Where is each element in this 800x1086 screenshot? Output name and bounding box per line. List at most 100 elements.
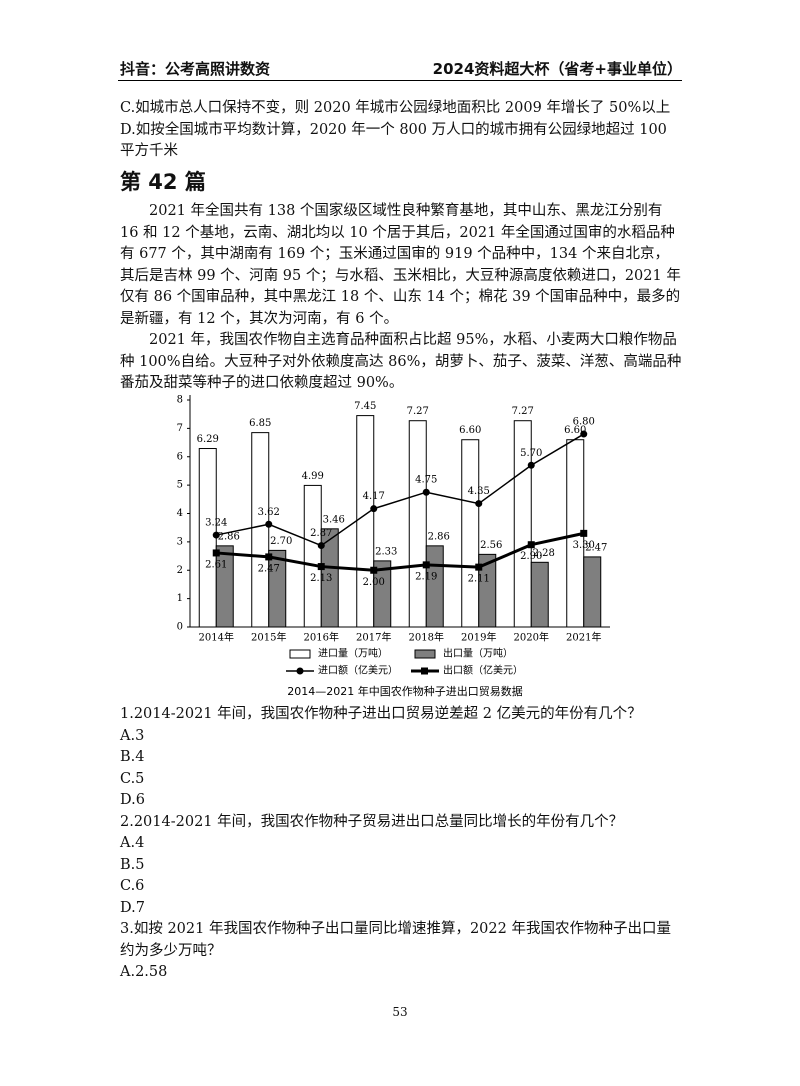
- bar: [408, 420, 427, 628]
- point: [317, 563, 325, 571]
- x-tick-label: 2016年: [304, 631, 339, 644]
- question-option: B.4: [120, 749, 145, 765]
- y-tick-label: 1: [177, 593, 183, 604]
- point: [212, 531, 220, 539]
- y-tick-label: 5: [177, 480, 183, 491]
- x-tick-label: 2018年: [409, 631, 444, 644]
- point: [580, 529, 588, 537]
- value-label: 7.45: [354, 401, 376, 412]
- bar: [198, 448, 217, 628]
- question-option: A.2.58: [120, 964, 168, 980]
- value-label: 4.75: [415, 475, 437, 486]
- bar: [320, 528, 339, 628]
- chart-title: 2014—2021 年中国农作物种子进出口贸易数据: [287, 684, 522, 698]
- legend-swatch: [414, 649, 436, 659]
- legend-label: 出口量（万吨）: [443, 647, 513, 660]
- value-label: 3.46: [323, 514, 345, 525]
- point: [212, 549, 220, 557]
- chart: 0 1 2 3 4 5 6 7 8 2014年 2015年 2016年 2017年 2018年 2019年 2…: [177, 395, 610, 698]
- point: [422, 561, 430, 569]
- value-label: 2.87: [310, 528, 332, 539]
- paragraph: 2021 年，我国农作物自主选育品种面积占比超 95%，水稻、小麦两大口粮作物品…: [120, 332, 682, 391]
- option: D.如按全国城市平均数计算，2020 年一个 800 万人口的城市拥有公园绿地超…: [120, 121, 667, 160]
- line: [216, 433, 585, 547]
- header-right: 2024资料超大杯（省考+事业单位）: [432, 60, 682, 78]
- value-label: 6.80: [573, 417, 595, 428]
- bar: [530, 561, 549, 628]
- point: [527, 461, 535, 469]
- x-tick-label: 2014年: [199, 631, 234, 644]
- value-label: 2.86: [428, 531, 450, 542]
- value-label: 3.24: [205, 518, 227, 529]
- bar: [425, 545, 444, 628]
- value-label: 2.47: [258, 563, 280, 574]
- body: 2021 年全国共有 138 个国家级区域性良种繁育基地，其中山东、黑龙江分别有…: [120, 201, 682, 395]
- point: [475, 563, 483, 571]
- value-label: 7.27: [512, 406, 534, 417]
- legend-swatch: [289, 649, 311, 659]
- bar: [461, 439, 480, 628]
- option: C.如城市总人口保持不变，则 2020 年城市公园绿地面积比 2009 年增长了…: [120, 100, 671, 116]
- header-left: 抖音：公考高照讲数资: [120, 60, 271, 78]
- prev-options: C.如城市总人口保持不变，则 2020 年城市公园绿地面积比 2009 年增长了…: [120, 98, 682, 163]
- question-option: A.4: [120, 835, 145, 851]
- legend-marker: [421, 667, 428, 675]
- value-label: 4.99: [302, 471, 324, 482]
- bar: [478, 553, 497, 628]
- y-tick-label: 4: [177, 508, 183, 519]
- legend-marker: [296, 667, 304, 675]
- value-label: 2.47: [585, 542, 607, 553]
- value-label: 6.29: [197, 434, 219, 445]
- value-label: 4.35: [468, 486, 490, 497]
- value-label: 2.19: [415, 571, 437, 582]
- x-tick-label: 2015年: [251, 631, 286, 644]
- y-tick-label: 0: [177, 622, 183, 633]
- x-tick-label: 2020年: [514, 631, 549, 644]
- point: [370, 505, 378, 513]
- legend-label: 出口额（亿美元）: [443, 664, 523, 677]
- bar: [583, 556, 602, 628]
- legend-label: 进口量（万吨）: [318, 647, 388, 660]
- bar: [251, 432, 270, 628]
- value-label: 3.62: [258, 507, 280, 518]
- value-label: 2.00: [363, 577, 385, 588]
- y-tick-label: 2: [177, 565, 183, 576]
- point: [527, 541, 535, 549]
- question-stem: 2.2014-2021 年间，我国农作物种子贸易进出口总量同比增长的年份有几个？: [120, 813, 624, 830]
- bar: [268, 549, 287, 628]
- question-option: C.6: [120, 878, 145, 894]
- value-label: 7.27: [407, 406, 429, 417]
- question-option: C.5: [120, 770, 145, 787]
- bar: [215, 545, 234, 628]
- question-option: A.3: [120, 727, 145, 744]
- value-label: 3.30: [573, 540, 595, 551]
- bar: [356, 415, 375, 628]
- page-number: 53: [392, 1005, 408, 1019]
- y-tick-label: 7: [177, 423, 183, 434]
- y-tick-label: 6: [177, 451, 183, 462]
- value-label: 2.86: [218, 531, 240, 542]
- x-tick-label: 2017年: [356, 631, 391, 644]
- legend-label: 进口额（亿美元）: [318, 664, 398, 677]
- value-label: 2.61: [205, 559, 227, 570]
- x-tick-label: 2019年: [461, 631, 496, 644]
- value-label: 2.70: [270, 536, 292, 547]
- point: [422, 488, 430, 496]
- value-label: 2.33: [375, 546, 397, 557]
- value-label: 6.60: [459, 425, 481, 436]
- value-label: 2.28: [533, 548, 555, 559]
- point: [580, 430, 588, 438]
- value-label: 4.17: [363, 491, 385, 502]
- value-label: 6.85: [249, 418, 271, 429]
- questions: 1.2014-2021 年间，我国农作物种子进出口贸易逆差超 2 亿美元的年份有…: [120, 704, 682, 984]
- value-label: 2.56: [480, 540, 502, 551]
- header-rule: [118, 80, 682, 81]
- bar: [513, 420, 532, 628]
- paragraph: 2021 年全国共有 138 个国家级区域性良种繁育基地，其中山东、黑龙江分别有…: [120, 203, 681, 327]
- question-option: D.7: [120, 899, 145, 916]
- bar: [373, 560, 392, 628]
- question-stem: 1.2014-2021 年间，我国农作物种子进出口贸易逆差超 2 亿美元的年份有…: [120, 706, 642, 722]
- question-option: D.6: [120, 792, 145, 808]
- y-tick-label: 3: [177, 536, 183, 547]
